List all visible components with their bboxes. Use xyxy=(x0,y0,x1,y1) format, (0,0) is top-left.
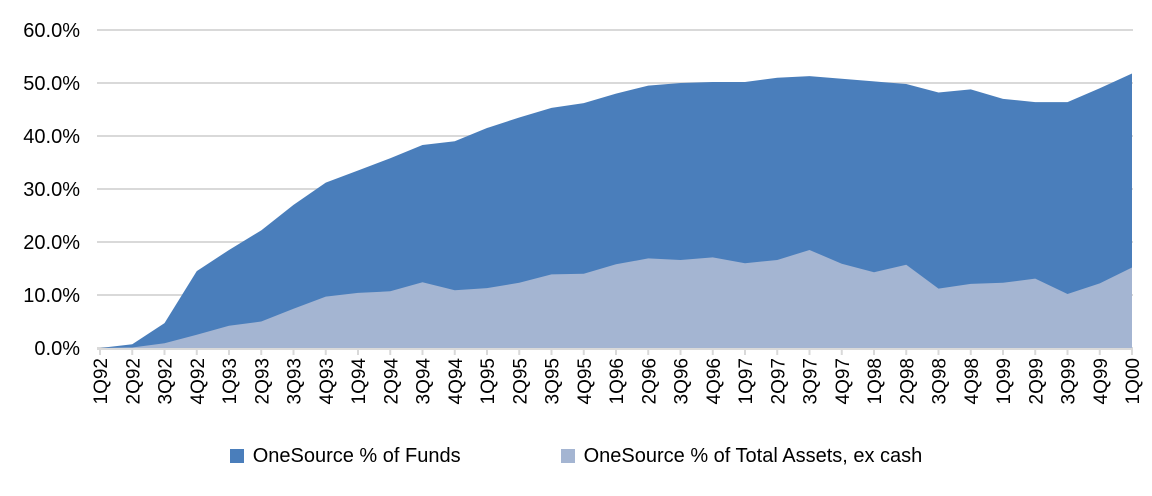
x-axis-label: 1Q92 xyxy=(91,358,112,404)
x-axis-label: 3Q96 xyxy=(672,358,693,404)
x-axis-label: 1Q94 xyxy=(349,358,370,405)
x-axis-label: 3Q95 xyxy=(543,358,564,404)
y-axis-labels: 0.0% 10.0% 20.0% 30.0% 40.0% 50.0% 60.0% xyxy=(23,20,80,360)
x-axis-label: 1Q93 xyxy=(220,358,241,404)
x-axis-label: 1Q95 xyxy=(478,358,499,404)
y-axis-label: 20.0% xyxy=(23,232,80,254)
x-axis-label: 1Q96 xyxy=(607,358,628,404)
x-axis-label: 3Q98 xyxy=(930,358,951,404)
x-axis-label: 3Q92 xyxy=(156,358,177,404)
legend-label-funds: OneSource % of Funds xyxy=(252,444,461,467)
y-axis-label: 50.0% xyxy=(23,73,80,95)
x-axis-label: 1Q99 xyxy=(994,358,1015,404)
x-axis-label: 2Q95 xyxy=(510,358,531,404)
x-axis-label: 1Q98 xyxy=(865,358,886,404)
y-axis-label: 60.0% xyxy=(23,20,80,42)
x-axis-label: 4Q99 xyxy=(1091,358,1112,404)
legend-item-assets: OneSource % of Total Assets, ex cash xyxy=(560,444,923,468)
x-axis-label: 4Q92 xyxy=(188,358,209,404)
legend-label-assets: OneSource % of Total Assets, ex cash xyxy=(583,444,923,467)
x-axis-label: 4Q97 xyxy=(833,358,854,404)
y-axis-label: 10.0% xyxy=(23,285,80,307)
x-axis-label: 2Q93 xyxy=(252,358,273,404)
x-axis-labels: 1Q92 2Q92 3Q92 4Q92 1Q93 2Q93 3Q93 4Q93 1Q94 2Q94… xyxy=(91,358,1144,405)
x-axis-label: 2Q94 xyxy=(381,358,402,405)
x-axis-label: 1Q97 xyxy=(736,358,757,404)
y-axis-label: 0.0% xyxy=(34,338,80,360)
x-axis-label: 3Q99 xyxy=(1059,358,1080,404)
x-axis-label: 4Q93 xyxy=(317,358,338,404)
legend-item-funds: OneSource % of Funds xyxy=(229,444,461,468)
x-axis-label: 3Q94 xyxy=(414,358,435,405)
x-axis-label: 3Q97 xyxy=(801,358,822,404)
x-axis-label: 3Q93 xyxy=(285,358,306,404)
x-axis-label: 1Q00 xyxy=(1123,358,1144,404)
x-axis-label: 2Q92 xyxy=(123,358,144,404)
x-axis-label: 2Q96 xyxy=(639,358,660,404)
legend-swatch-funds-icon xyxy=(229,449,244,463)
x-axis-label: 2Q97 xyxy=(768,358,789,404)
x-axis-label: 4Q94 xyxy=(446,358,467,405)
y-axis-label: 30.0% xyxy=(23,179,80,201)
x-axis-label: 2Q99 xyxy=(1026,358,1047,404)
x-axis-label: 2Q98 xyxy=(897,358,918,404)
x-axis-label: 4Q96 xyxy=(704,358,725,404)
y-axis-label: 40.0% xyxy=(23,126,80,148)
x-axis-label: 4Q98 xyxy=(962,358,983,404)
chart-legend: OneSource % of Funds OneSource % of Tota… xyxy=(0,441,1152,471)
x-axis-label: 4Q95 xyxy=(575,358,596,404)
assets-area xyxy=(100,249,1132,348)
legend-swatch-assets-icon xyxy=(560,449,575,463)
x-tick-marks xyxy=(99,349,1133,355)
